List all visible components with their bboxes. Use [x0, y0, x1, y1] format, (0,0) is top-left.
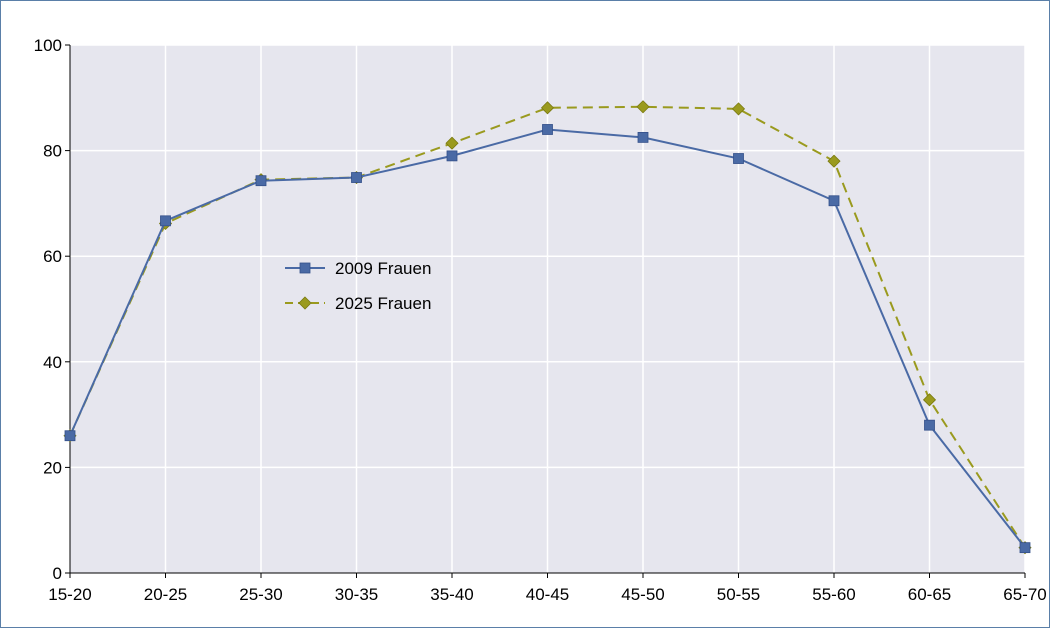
legend-label-2009-frauen: 2009 Frauen	[335, 259, 431, 278]
x-tick-label-45-50: 45-50	[621, 585, 664, 604]
y-axis-ticks: 0 20 40 60 80 100	[34, 36, 70, 583]
y-tick-label-20: 20	[43, 458, 62, 477]
point-2009-frauen-40-45	[542, 124, 553, 135]
legend-marker-2025-frauen	[298, 296, 312, 310]
series-group	[63, 100, 1032, 555]
point-2009-frauen-30-35	[351, 172, 362, 183]
point-2009-frauen-15-20	[64, 430, 76, 442]
x-tick-label-50-55: 50-55	[717, 585, 760, 604]
x-tick-label-55-60: 55-60	[812, 585, 855, 604]
x-axis-ticks: 15-20 20-25 25-30 30-35 35-40 40-45 45-50 50-55…	[48, 573, 1047, 604]
legend-entry-2009-frauen: 2009 Frauen	[285, 259, 431, 278]
legend: 2009 Frauen 2025 Frauen	[285, 259, 431, 313]
y-tick-label-80: 80	[43, 142, 62, 161]
y-tick-label-60: 60	[43, 247, 62, 266]
series-2009-frauen	[64, 124, 1031, 554]
x-tick-label-15-20: 15-20	[48, 585, 91, 604]
point-2025-frauen-55-60	[827, 154, 841, 168]
x-tick-label-65-70: 65-70	[1003, 585, 1046, 604]
point-2025-frauen-60-65	[922, 393, 937, 407]
x-tick-label-25-30: 25-30	[239, 585, 282, 604]
point-2009-frauen-55-60	[828, 195, 840, 207]
point-2025-frauen-35-40	[445, 136, 459, 150]
x-tick-label-30-35: 30-35	[335, 585, 378, 604]
point-2025-frauen-45-50	[636, 100, 650, 114]
point-2009-frauen-45-50	[637, 131, 649, 143]
y-tick-label-100: 100	[34, 36, 62, 55]
point-2009-frauen-60-65	[924, 419, 935, 431]
point-2009-frauen-25-30	[255, 175, 267, 187]
point-2009-frauen-20-25	[160, 215, 171, 227]
y-tick-label-0: 0	[53, 564, 62, 583]
point-2009-frauen-35-40	[446, 150, 458, 162]
x-tick-label-35-40: 35-40	[430, 585, 473, 604]
point-2025-frauen-50-55	[731, 102, 746, 116]
x-tick-label-60-65: 60-65	[908, 585, 951, 604]
point-2009-frauen-50-55	[733, 153, 744, 164]
legend-marker-2009-frauen	[299, 262, 311, 274]
y-tick-label-40: 40	[43, 353, 62, 372]
point-2025-frauen-40-45	[540, 101, 555, 115]
x-tick-label-40-45: 40-45	[526, 585, 569, 604]
legend-entry-2025-frauen: 2025 Frauen	[285, 294, 431, 313]
point-2009-frauen-65-70	[1019, 542, 1031, 554]
x-tick-label-20-25: 20-25	[144, 585, 187, 604]
legend-label-2025-frauen: 2025 Frauen	[335, 294, 431, 313]
